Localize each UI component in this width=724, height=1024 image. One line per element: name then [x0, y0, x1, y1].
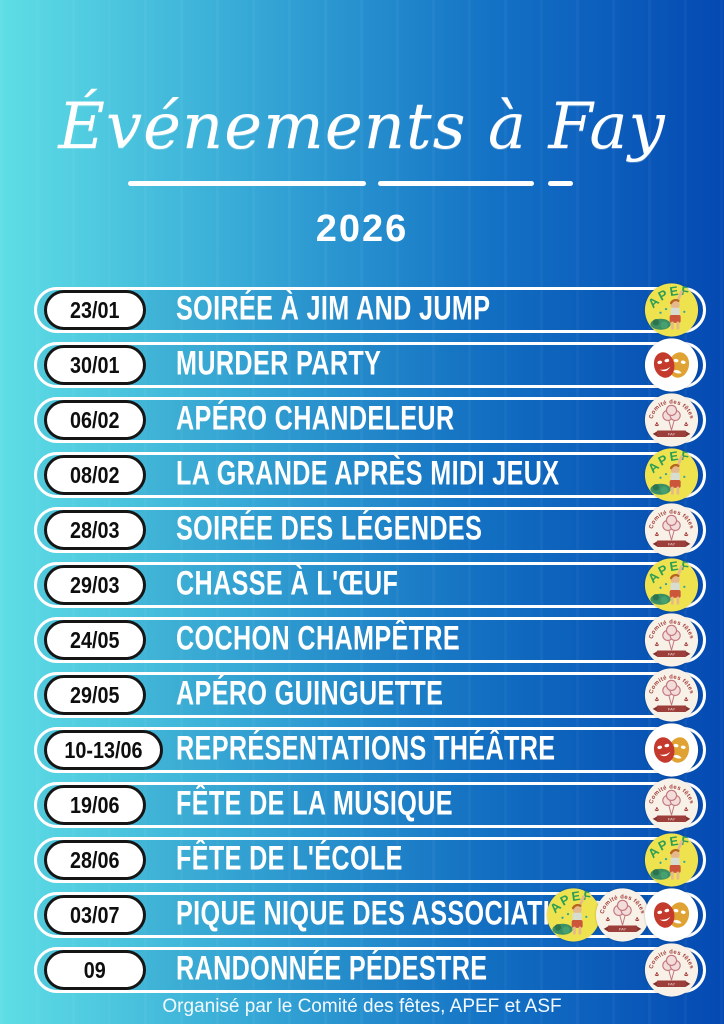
svg-text:FAY: FAY — [619, 926, 627, 931]
event-date-pill: 29/03 — [44, 565, 146, 605]
theatre-masks-logo-icon — [644, 723, 699, 777]
event-date: 28/06 — [70, 846, 120, 873]
event-date-pill: 24/05 — [44, 620, 146, 660]
comite-des-fetes-logo-icon: Comité des fêtes FAY — [644, 503, 699, 557]
event-row: 30/01 MURDER PARTY — [34, 338, 706, 392]
svg-text:FAY: FAY — [668, 541, 676, 546]
event-date: 30/01 — [70, 351, 120, 378]
event-logos: Comité des fêtes FAY — [644, 943, 699, 998]
event-date-pill: 10-13/06 — [44, 730, 163, 770]
event-logos: Comité des fêtes FAY — [644, 503, 699, 558]
event-date-pill: 08/02 — [44, 455, 146, 495]
event-logos: APEF — [644, 558, 699, 613]
event-date: 03/07 — [70, 901, 120, 928]
theatre-masks-logo-icon — [644, 888, 699, 942]
apef-logo-icon: APEF — [547, 888, 601, 942]
event-row: 08/02 LA GRANDE APRÈS MIDI JEUX APEF — [34, 448, 706, 502]
svg-text:FAY: FAY — [668, 706, 676, 711]
comite-des-fetes-logo-icon: Comité des fêtes FAY — [644, 668, 699, 722]
event-name: LA GRANDE APRÈS MIDI JEUX — [176, 454, 560, 493]
event-name: CHASSE À L'ŒUF — [176, 564, 399, 603]
comite-des-fetes-logo-icon: Comité des fêtes FAY — [595, 888, 650, 942]
event-row: 29/05 APÉRO GUINGUETTE Comité des fêtes … — [34, 668, 706, 722]
event-date-pill: 03/07 — [44, 895, 146, 935]
event-name: MURDER PARTY — [176, 344, 382, 383]
comite-des-fetes-logo-icon: Comité des fêtes FAY — [644, 778, 699, 832]
event-date-pill: 28/03 — [44, 510, 146, 550]
comite-des-fetes-logo-icon: Comité des fêtes FAY — [644, 943, 699, 997]
svg-text:FAY: FAY — [668, 981, 676, 986]
header: Événements à Fay 2026 — [0, 0, 724, 280]
event-name: FÊTE DE L'ÉCOLE — [176, 839, 403, 878]
event-date: 29/03 — [70, 571, 120, 598]
event-date: 28/03 — [70, 516, 120, 543]
event-date: 06/02 — [70, 406, 120, 433]
title-underline-right — [378, 181, 534, 186]
event-date: 19/06 — [70, 791, 120, 818]
title-underline-dash — [548, 181, 573, 186]
event-row: 09 RANDONNÉE PÉDESTRE Comité des fêtes F… — [34, 943, 706, 997]
event-date-pill: 06/02 — [44, 400, 146, 440]
events-list: 23/01 SOIRÉE À JIM AND JUMP APEF 30/01 M… — [34, 283, 706, 1002]
page-title: Événements à Fay — [58, 90, 666, 164]
event-date-pill: 09 — [44, 950, 146, 990]
event-name: REPRÉSENTATIONS THÉÂTRE — [176, 729, 556, 768]
event-row: 24/05 COCHON CHAMPÊTRE Comité des fêtes … — [34, 613, 706, 667]
event-name: PIQUE NIQUE DES ASSOCIATIONS — [176, 894, 606, 933]
svg-text:FAY: FAY — [668, 431, 676, 436]
event-logos: APEF — [644, 283, 699, 338]
event-row: 23/01 SOIRÉE À JIM AND JUMP APEF — [34, 283, 706, 337]
event-row: 28/03 SOIRÉE DES LÉGENDES Comité des fêt… — [34, 503, 706, 557]
event-date: 09 — [83, 956, 107, 983]
event-name: SOIRÉE À JIM AND JUMP — [176, 289, 491, 328]
event-date: 08/02 — [70, 461, 120, 488]
event-row: 03/07 PIQUE NIQUE DES ASSOCIATIONS APEF … — [34, 888, 706, 942]
event-date-pill: 28/06 — [44, 840, 146, 880]
event-logos: APEF — [644, 833, 699, 888]
event-name: RANDONNÉE PÉDESTRE — [176, 949, 488, 988]
event-date: 10-13/06 — [64, 736, 143, 763]
event-name: FÊTE DE LA MUSIQUE — [176, 784, 453, 823]
footer-credit: Organisé par le Comité des fêtes, APEF e… — [162, 996, 562, 1017]
event-name: SOIRÉE DES LÉGENDES — [176, 509, 483, 548]
event-row: 10-13/06 REPRÉSENTATIONS THÉÂTRE — [34, 723, 706, 777]
event-name: COCHON CHAMPÊTRE — [176, 619, 461, 658]
event-date-pill: 23/01 — [44, 290, 146, 330]
event-date-pill: 29/05 — [44, 675, 146, 715]
event-name: APÉRO GUINGUETTE — [176, 674, 444, 713]
event-date: 29/05 — [70, 681, 120, 708]
event-logos: Comité des fêtes FAY — [644, 668, 699, 723]
event-logos: Comité des fêtes FAY — [644, 613, 699, 668]
comite-des-fetes-logo-icon: Comité des fêtes FAY — [644, 613, 699, 667]
apef-logo-icon: APEF — [645, 448, 699, 502]
event-row: 29/03 CHASSE À L'ŒUF APEF — [34, 558, 706, 612]
event-date: 23/01 — [70, 296, 120, 323]
event-name: APÉRO CHANDELEUR — [176, 399, 455, 438]
comite-des-fetes-logo-icon: Comité des fêtes FAY — [644, 393, 699, 447]
event-logos — [644, 723, 699, 778]
apef-logo-icon: APEF — [645, 833, 699, 887]
title-underline-left — [128, 181, 366, 186]
year-label: 2026 — [315, 208, 409, 250]
event-row: 28/06 FÊTE DE L'ÉCOLE APEF — [34, 833, 706, 887]
event-row: 19/06 FÊTE DE LA MUSIQUE Comité des fête… — [34, 778, 706, 832]
event-date: 24/05 — [70, 626, 120, 653]
event-logos — [644, 338, 699, 393]
event-logos: APEF — [644, 448, 699, 503]
event-logos: Comité des fêtes FAY — [644, 393, 699, 448]
apef-logo-icon: APEF — [645, 283, 699, 337]
event-date-pill: 19/06 — [44, 785, 146, 825]
apef-logo-icon: APEF — [645, 558, 699, 612]
event-row: 06/02 APÉRO CHANDELEUR Comité des fêtes … — [34, 393, 706, 447]
theatre-masks-logo-icon — [644, 338, 699, 392]
svg-text:FAY: FAY — [668, 651, 676, 656]
svg-text:FAY: FAY — [668, 816, 676, 821]
event-logos: Comité des fêtes FAY — [644, 778, 699, 833]
event-logos: APEF Comité des fêtes FAY — [546, 888, 699, 943]
event-date-pill: 30/01 — [44, 345, 146, 385]
